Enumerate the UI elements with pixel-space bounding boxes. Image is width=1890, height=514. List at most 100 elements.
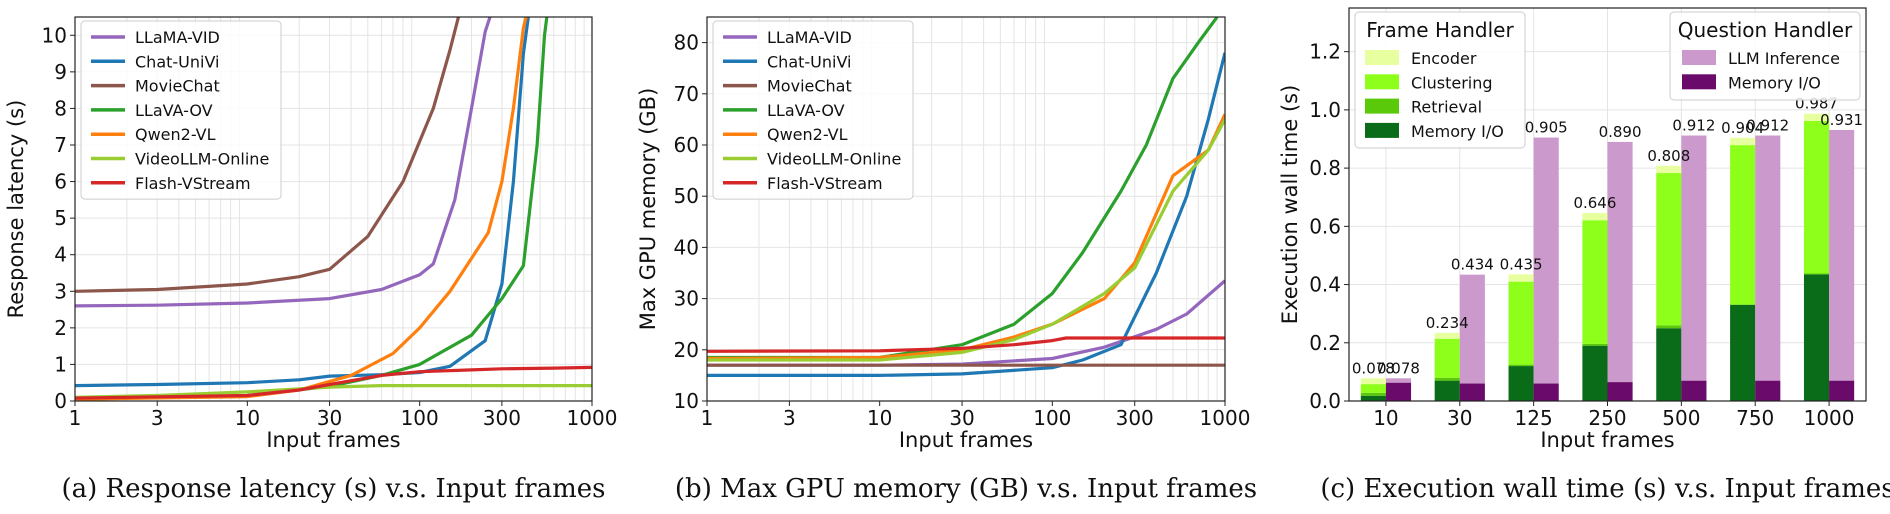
question-handler-legend-swatch — [1682, 74, 1716, 90]
gpu-memory-y-tick-label: 60 — [674, 133, 699, 157]
question-handler-bar-memory-i-o — [1385, 382, 1412, 401]
frame-handler-bar-clustering — [1582, 220, 1608, 344]
wall-time-x-axis-label: Input frames — [1540, 428, 1674, 452]
question-handler-bar-llm-inference — [1607, 141, 1633, 383]
latency-series-line-videollm-online — [75, 384, 592, 399]
frame-handler-bar-memory-i-o — [1434, 380, 1460, 401]
frame-handler-legend-swatch — [1365, 74, 1399, 90]
gpu-memory-y-tick-label: 20 — [674, 338, 699, 362]
frame-handler-bar-memory-i-o — [1508, 366, 1534, 401]
latency-series-line-flash-vstream — [75, 365, 592, 400]
latency-y-tick-label: 7 — [54, 133, 67, 157]
frame-handler-legend-label: Memory I/O — [1411, 122, 1504, 141]
frame-handler-total-label: 0.435 — [1500, 255, 1543, 273]
wall-time-y-tick-label: 0.2 — [1309, 331, 1341, 355]
gpu-memory-x-tick-label: 1 — [701, 406, 714, 430]
question-handler-bar-memory-i-o — [1755, 380, 1781, 401]
question-handler-bar-llm-inference — [1385, 378, 1412, 383]
frame-handler-total-label: 0.078 — [1352, 359, 1395, 377]
gpu-memory-y-tick-label: 80 — [674, 31, 699, 55]
gpu-memory-x-tick-label: 100 — [1033, 406, 1071, 430]
frame-handler-bar-clustering — [1656, 173, 1682, 326]
wall-time-x-tick-label: 10 — [1373, 406, 1398, 430]
gpu-memory-series-line-videollm-online — [707, 118, 1225, 362]
gpu-memory-legend-label: Chat-UniVi — [767, 52, 852, 71]
gpu-memory-legend-label: LLaVA-OV — [767, 101, 845, 120]
frame-handler-bar-encoder — [1360, 378, 1386, 385]
gpu-memory-plot-frame — [706, 16, 1226, 402]
question-handler-bar-llm-inference — [1459, 274, 1485, 384]
question-handler-total-label: 0.905 — [1525, 119, 1568, 137]
frame-handler-legend-label: Retrieval — [1411, 98, 1482, 117]
latency-x-axis-label: Input frames — [266, 428, 400, 452]
question-handler-total-label: 0.078 — [1377, 359, 1420, 377]
latency-legend-label: Qwen2-VL — [135, 125, 216, 144]
wall-time-y-tick-label: 0.6 — [1309, 214, 1341, 238]
frame-handler-total-label: 0.646 — [1573, 194, 1616, 212]
frame-handler-bar-retrieval — [1730, 304, 1756, 305]
frame-handler-bar-encoder — [1803, 113, 1830, 121]
latency-y-tick-label: 8 — [54, 96, 67, 120]
latency-y-tick-label: 0 — [54, 389, 67, 413]
latency-y-axis-label: Response latency (s) — [4, 100, 28, 319]
latency-legend-box — [80, 20, 282, 200]
question-handler-bar-llm-inference — [1681, 135, 1707, 381]
wall-time-y-tick-label: 0.4 — [1309, 273, 1341, 297]
latency-legend-label: MovieChat — [135, 77, 220, 96]
latency-y-tick-label: 2 — [54, 316, 67, 340]
question-handler-total-label: 0.931 — [1820, 111, 1863, 129]
gpu-memory-x-tick-label: 10 — [867, 406, 892, 430]
gpu-memory-legend-label: Qwen2-VL — [767, 125, 848, 144]
latency-x-tick-label: 300 — [483, 406, 521, 430]
frame-handler-legend-label: Encoder — [1411, 49, 1477, 68]
latency-y-tick-label: 4 — [54, 243, 67, 267]
question-handler-bar-memory-i-o — [1533, 383, 1559, 401]
frame-handler-legend-swatch — [1365, 98, 1399, 114]
gpu-memory-x-tick-label: 1000 — [1200, 406, 1251, 430]
frame-handler-bar-retrieval — [1508, 364, 1534, 367]
latency-y-tick-label: 5 — [54, 206, 67, 230]
latency-caption: (a) Response latency (s) v.s. Input fram… — [62, 474, 606, 504]
question-handler-bar-memory-i-o — [1681, 380, 1707, 401]
frame-handler-bar-retrieval — [1434, 377, 1460, 381]
wall-time-y-tick-label: 0.0 — [1309, 389, 1341, 413]
gpu-memory-series-line-qwen2-vl — [707, 113, 1225, 361]
latency-series-line-llama-vid — [75, 17, 492, 308]
wall-time-caption: (c) Execution wall time (s) v.s. Input f… — [1320, 474, 1890, 504]
wall-time-y-tick-label: 0.8 — [1309, 156, 1341, 180]
frame-handler-bar-clustering — [1434, 338, 1460, 378]
latency-x-tick-label: 10 — [235, 406, 260, 430]
latency-series-line-moviechat — [75, 17, 461, 293]
latency-x-tick-label: 100 — [401, 406, 439, 430]
frame-handler-bar-clustering — [1803, 120, 1830, 274]
question-handler-total-label: 0.890 — [1599, 123, 1642, 141]
frame-handler-bar-retrieval — [1582, 343, 1608, 346]
gpu-memory-chart: 1 3 10 30 100 300 1000 10 20 30 40 50 60 70 80 Input f… — [636, 16, 1257, 504]
frame-handler-bar-retrieval — [1656, 325, 1682, 329]
latency-x-tick-label: 1 — [69, 406, 82, 430]
frame-handler-bar-encoder — [1434, 332, 1460, 339]
latency-legend-label: Flash-VStream — [135, 174, 251, 193]
frame-handler-bar-memory-i-o — [1360, 395, 1386, 401]
frame-handler-bar-memory-i-o — [1730, 304, 1756, 401]
latency-y-tick-label: 9 — [54, 60, 67, 84]
frame-handler-bar-memory-i-o — [1656, 328, 1682, 401]
question-handler-legend-box — [1669, 11, 1861, 101]
question-handler-bar-llm-inference — [1533, 137, 1559, 384]
wall-time-y-tick-label: 1.2 — [1309, 40, 1341, 64]
gpu-memory-y-tick-label: 40 — [674, 235, 699, 259]
latency-x-tick-label: 30 — [317, 406, 342, 430]
latency-plot-frame — [74, 16, 593, 402]
latency-legend-label: LLaMA-VID — [135, 28, 220, 47]
question-handler-legend-label: Memory I/O — [1728, 73, 1821, 92]
question-handler-bar-llm-inference — [1829, 129, 1855, 381]
latency-x-tick-label: 3 — [151, 406, 164, 430]
frame-handler-total-label: 0.808 — [1647, 147, 1690, 165]
gpu-memory-legend-label: MovieChat — [767, 77, 852, 96]
wall-time-x-tick-label: 250 — [1588, 406, 1626, 430]
wall-time-x-tick-label: 1000 — [1804, 406, 1855, 430]
latency-y-tick-label: 6 — [54, 170, 67, 194]
question-handler-legend-swatch — [1682, 50, 1716, 65]
